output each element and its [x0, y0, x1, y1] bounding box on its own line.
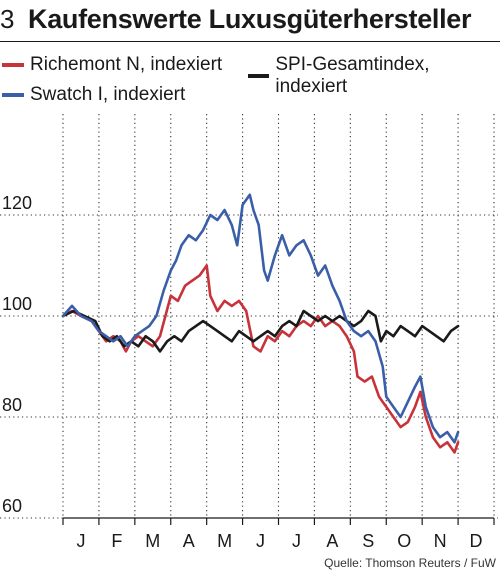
x-tick-label: J	[292, 531, 301, 550]
line-chart: 60 80 100 120 J F M A M J J A S O N D	[0, 114, 498, 551]
legend-item-swatch: Swatch I, indexiert	[2, 84, 185, 106]
legend-label-swatch: Swatch I, indexiert	[30, 84, 186, 105]
x-tick-label: M	[145, 531, 160, 550]
y-axis-ticks: 60 80 100 120	[2, 193, 32, 516]
x-tick-label: O	[397, 531, 411, 550]
legend-label-spi: SPI-Gesamtindex, indexiert	[275, 54, 430, 97]
y-tick-label: 100	[2, 294, 32, 314]
legend-item-richemont: Richemont N, indexiert	[2, 54, 222, 76]
source-note: Quelle: Thomson Reuters / FuW	[324, 556, 496, 570]
x-tick-label: N	[434, 531, 447, 550]
series-line-0	[61, 264, 460, 454]
legend-swatch-spi	[248, 74, 270, 78]
chart-area: 60 80 100 120 J F M A M J J A S O N D	[0, 110, 500, 551]
series-line-2	[61, 193, 460, 444]
legend-swatch-richemont	[2, 63, 24, 67]
series-lines	[61, 193, 460, 454]
series-line-1	[61, 309, 460, 353]
grid-lines	[0, 114, 498, 519]
legend-item-spi: SPI-Gesamtindex, indexiert	[248, 54, 500, 98]
x-tick-label: J	[76, 531, 85, 550]
y-tick-label: 80	[2, 395, 22, 415]
chart-title: Kaufenswerte Luxusgüterhersteller	[28, 4, 472, 34]
legend-swatch-swatch	[2, 93, 24, 97]
y-tick-label: 60	[2, 496, 22, 516]
x-tick-label: M	[217, 531, 232, 550]
x-tick-label: F	[111, 531, 122, 550]
x-tick-label: A	[183, 531, 195, 550]
x-tick-label: D	[470, 531, 483, 550]
figure-number: 3	[0, 4, 15, 34]
header-rule	[0, 41, 500, 42]
x-tick-label: A	[326, 531, 338, 550]
y-tick-label: 120	[2, 193, 32, 213]
x-tick-label: S	[362, 531, 374, 550]
legend-label-richemont: Richemont N, indexiert	[30, 54, 223, 75]
chart-heading: 3 Kaufenswerte Luxusgüterhersteller	[0, 4, 472, 38]
x-tick-label: J	[256, 531, 265, 550]
